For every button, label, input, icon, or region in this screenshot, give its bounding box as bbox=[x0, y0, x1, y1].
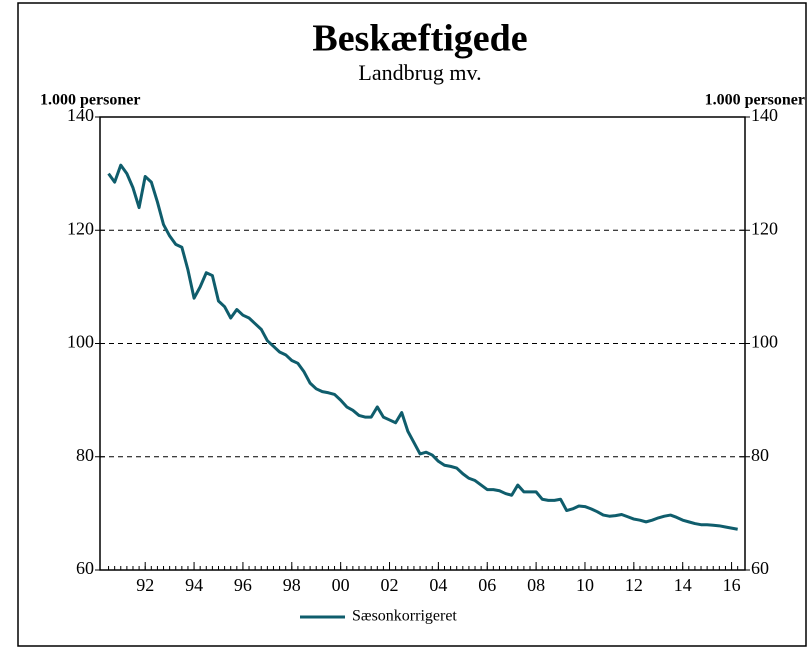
x-tick-label: 16 bbox=[723, 575, 741, 595]
x-tick-label: 06 bbox=[478, 575, 496, 595]
x-tick-label: 10 bbox=[576, 575, 594, 595]
x-tick-label: 00 bbox=[332, 575, 350, 595]
x-tick-label: 12 bbox=[625, 575, 643, 595]
y-tick-label: 60 bbox=[76, 558, 94, 578]
y-tick-label: 100 bbox=[67, 332, 94, 352]
x-tick-label: 04 bbox=[429, 575, 447, 595]
y2-tick-label: 80 bbox=[751, 445, 769, 465]
plot-area bbox=[99, 116, 746, 571]
x-tick-label: 98 bbox=[283, 575, 301, 595]
y2-tick-label: 60 bbox=[751, 558, 769, 578]
x-tick-label: 14 bbox=[674, 575, 692, 595]
x-tick-label: 94 bbox=[185, 575, 203, 595]
y-tick-label: 140 bbox=[67, 105, 94, 125]
y2-tick-label: 100 bbox=[751, 332, 778, 352]
x-tick-label: 96 bbox=[234, 575, 252, 595]
y2-tick-label: 120 bbox=[751, 218, 778, 238]
y2-axis-label: 1.000 personer bbox=[705, 92, 805, 109]
y-tick-label: 80 bbox=[76, 445, 94, 465]
x-tick-label: 92 bbox=[136, 575, 154, 595]
y-axis-label: 1.000 personer bbox=[40, 92, 140, 109]
y2-tick-label: 140 bbox=[751, 105, 778, 125]
chart-title: Beskæftigede bbox=[312, 18, 527, 60]
legend-label: Sæsonkorrigeret bbox=[352, 608, 457, 625]
frame bbox=[17, 2, 807, 647]
series-line bbox=[107, 163, 738, 531]
chart-subtitle: Landbrug mv. bbox=[358, 60, 481, 85]
y-tick-label: 120 bbox=[67, 218, 94, 238]
x-tick-label: 02 bbox=[381, 575, 399, 595]
x-tick-label: 08 bbox=[527, 575, 545, 595]
